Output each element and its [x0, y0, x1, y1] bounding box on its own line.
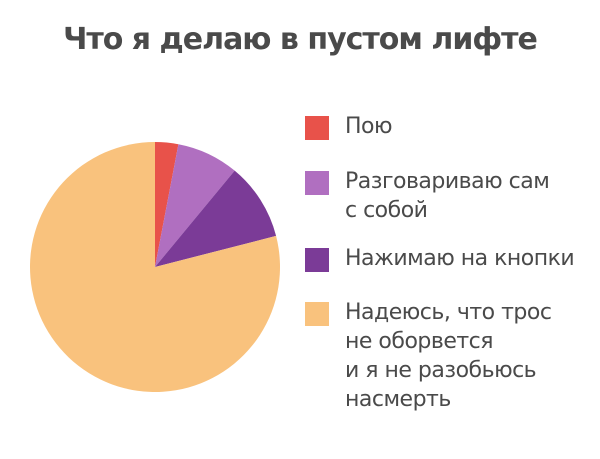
legend-swatch — [305, 171, 329, 195]
pie-slice — [155, 142, 179, 267]
legend-label: Надеюсь, что трос не оборвется и я не ра… — [345, 300, 552, 412]
legend-swatch — [305, 302, 329, 326]
legend-swatch — [305, 248, 329, 272]
legend-label: Пою — [345, 114, 393, 139]
legend-item: Надеюсь, что трос не оборвется и я не ра… — [305, 298, 552, 414]
pie-slice — [30, 142, 280, 393]
chart-title: Что я делаю в пустом лифте — [63, 22, 538, 57]
legend-item: Нажимаю на кнопки — [305, 244, 575, 273]
legend-label: Разговариваю сам с собой — [345, 169, 550, 223]
legend-swatch — [305, 116, 329, 140]
legend-item: Пою — [305, 112, 393, 141]
legend-item: Разговариваю сам с собой — [305, 167, 550, 225]
legend-label: Нажимаю на кнопки — [345, 246, 575, 271]
pie-slice — [155, 144, 235, 267]
pie-slice — [155, 170, 277, 267]
